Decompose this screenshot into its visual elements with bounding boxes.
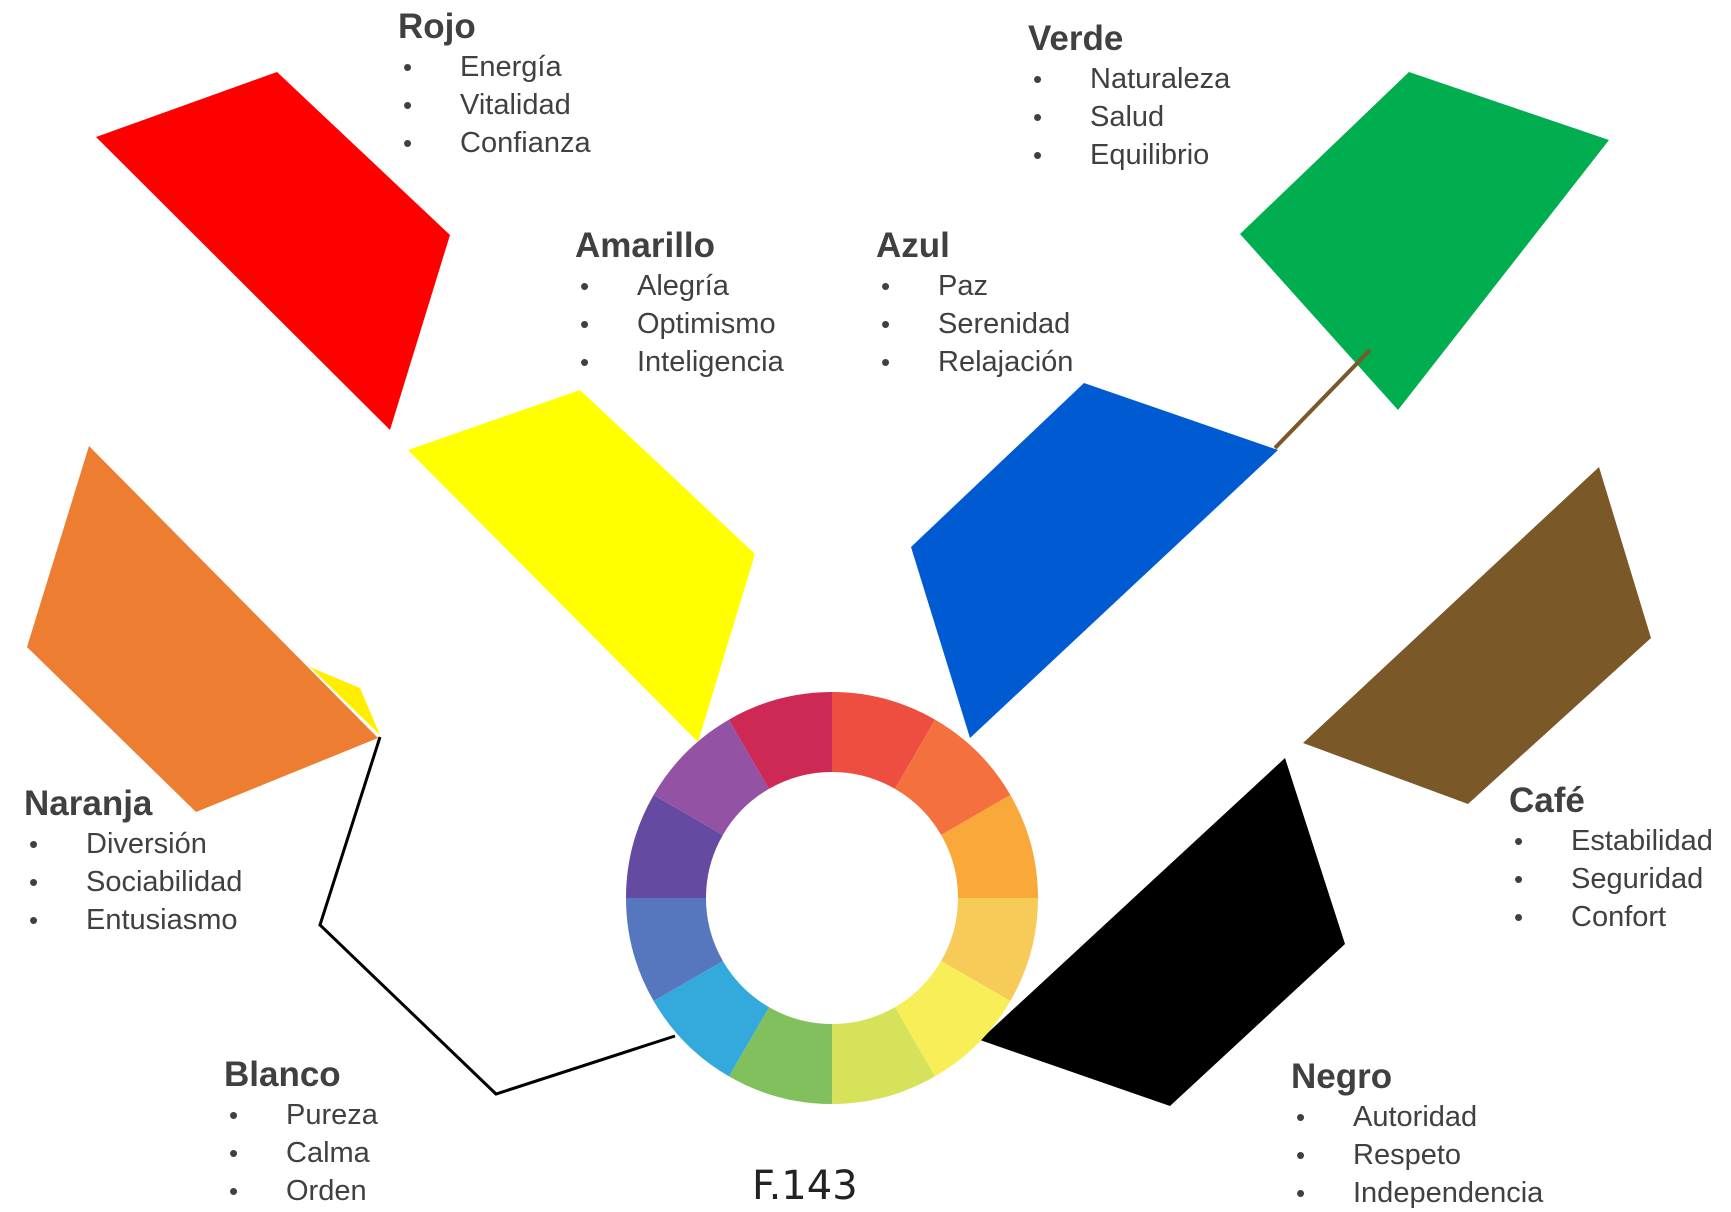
label-rojo: Rojo Energía Vitalidad Confianza — [398, 6, 591, 162]
list-item: Paz — [876, 267, 1073, 305]
list-item: Calma — [224, 1134, 378, 1172]
list-item: Sociabilidad — [24, 863, 242, 901]
list-item: Seguridad — [1509, 860, 1713, 898]
label-title: Azul — [876, 226, 950, 265]
label-title: Blanco — [224, 1055, 341, 1094]
red-color-shape — [96, 72, 450, 430]
list-item: Estabilidad — [1509, 822, 1713, 860]
list-item: Orden — [224, 1172, 378, 1210]
list-item: Relajación — [876, 343, 1073, 381]
wheel-segment — [941, 898, 1038, 1001]
brown-sliver-line — [1273, 348, 1372, 450]
label-blanco: Blanco Pureza Calma Orden — [224, 1054, 378, 1210]
list-item: Inteligencia — [575, 343, 784, 381]
wheel-segment — [941, 795, 1038, 898]
label-title: Naranja — [24, 784, 153, 823]
wheel-segment — [729, 1007, 832, 1104]
label-title: Rojo — [398, 7, 476, 46]
label-negro: Negro Autoridad Respeto Independencia — [1291, 1056, 1543, 1212]
wheel-segment — [653, 961, 769, 1077]
list-item: Vitalidad — [398, 86, 591, 124]
label-cafe: Café Estabilidad Seguridad Confort — [1509, 780, 1713, 936]
black-color-shape — [980, 758, 1345, 1106]
list-item: Optimismo — [575, 305, 784, 343]
wheel-segment — [626, 795, 723, 898]
wheel-segment — [626, 898, 723, 1001]
list-item: Pureza — [224, 1096, 378, 1134]
list-item: Alegría — [575, 267, 784, 305]
wheel-segment — [832, 692, 935, 789]
list-item: Confianza — [398, 124, 591, 162]
label-title: Amarillo — [575, 226, 716, 265]
figure-caption: F.143 — [752, 1163, 858, 1209]
brown-color-shape — [1303, 467, 1651, 804]
yellow-color-shape — [408, 390, 755, 742]
label-verde: Verde Naturaleza Salud Equilibrio — [1028, 18, 1230, 174]
wheel-segment — [832, 1007, 935, 1104]
label-azul: Azul Paz Serenidad Relajación — [876, 225, 1073, 381]
list-item: Autoridad — [1291, 1098, 1543, 1136]
list-item: Equilibrio — [1028, 136, 1230, 174]
wheel-segment — [895, 961, 1011, 1077]
list-item: Serenidad — [876, 305, 1073, 343]
label-title: Verde — [1028, 19, 1124, 58]
wheel-segment — [895, 719, 1011, 835]
white-color-shape — [318, 736, 676, 1096]
list-item: Energía — [398, 48, 591, 86]
blue-color-shape — [911, 383, 1278, 738]
list-item: Salud — [1028, 98, 1230, 136]
list-item: Respeto — [1291, 1136, 1543, 1174]
wheel-segment — [653, 719, 769, 835]
label-title: Negro — [1291, 1057, 1393, 1096]
label-naranja: Naranja Diversión Sociabilidad Entusiasm… — [24, 783, 242, 939]
list-item: Confort — [1509, 898, 1713, 936]
list-item: Independencia — [1291, 1174, 1543, 1212]
orange-color-shape — [27, 446, 378, 812]
list-item: Diversión — [24, 825, 242, 863]
label-amarillo: Amarillo Alegría Optimismo Inteligencia — [575, 225, 784, 381]
list-item: Naturaleza — [1028, 60, 1230, 98]
green-color-shape — [1240, 72, 1609, 410]
color-wheel — [626, 692, 1038, 1104]
yellow-sliver-shape — [310, 667, 380, 735]
wheel-segment — [729, 692, 832, 789]
list-item: Entusiasmo — [24, 901, 242, 939]
label-title: Café — [1509, 781, 1585, 820]
